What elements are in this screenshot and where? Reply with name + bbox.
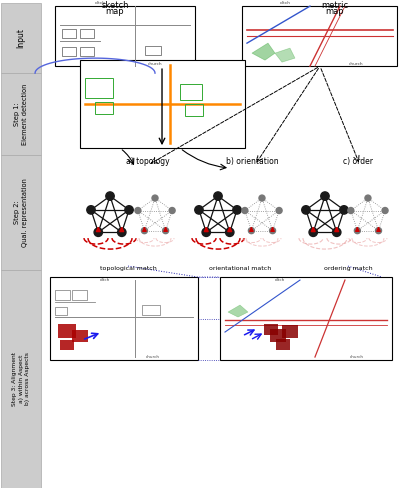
Circle shape [302, 206, 310, 214]
Text: ditch: ditch [275, 278, 285, 282]
Circle shape [141, 227, 148, 234]
Bar [85, 78, 113, 98]
Bar [62, 29, 76, 38]
Circle shape [163, 227, 169, 234]
Bar [55, 290, 70, 300]
Polygon shape [275, 48, 295, 62]
Bar [1, 73, 41, 155]
Bar [270, 329, 286, 342]
Text: topological match: topological match [99, 266, 157, 271]
Bar [1, 155, 41, 270]
Text: ordering match: ordering match [323, 266, 372, 271]
Text: church: church [146, 355, 160, 359]
Circle shape [365, 195, 371, 201]
Bar [1, 3, 41, 73]
Circle shape [135, 207, 141, 214]
Circle shape [106, 192, 114, 200]
Text: orientational match: orientational match [209, 266, 271, 271]
Circle shape [202, 228, 210, 237]
Text: church: church [148, 62, 163, 66]
Polygon shape [228, 305, 248, 317]
Circle shape [94, 228, 102, 237]
Bar [95, 102, 113, 114]
Text: Step 1:
Element detection: Step 1: Element detection [14, 83, 28, 145]
Bar [55, 6, 195, 66]
Text: ditch: ditch [100, 278, 110, 282]
Bar [264, 324, 278, 335]
Bar [60, 340, 74, 350]
Text: church: church [349, 62, 364, 66]
Circle shape [242, 207, 248, 214]
Circle shape [152, 195, 158, 201]
Bar [80, 47, 94, 56]
Text: b) orientation: b) orientation [226, 157, 278, 166]
Circle shape [321, 192, 329, 200]
Circle shape [332, 228, 341, 237]
Bar [180, 84, 202, 100]
Circle shape [233, 206, 241, 214]
Bar [80, 29, 94, 38]
Bar [282, 325, 298, 338]
Text: ditch: ditch [95, 1, 106, 5]
Circle shape [125, 206, 133, 214]
Circle shape [354, 227, 360, 234]
Text: Input: Input [16, 28, 25, 48]
Bar [72, 330, 88, 342]
Text: sketch: sketch [101, 1, 129, 10]
Text: a) topology: a) topology [126, 157, 170, 166]
Bar [58, 324, 76, 338]
Circle shape [118, 228, 126, 237]
Text: Step 3: Alignment
a) within Aspect
b) across Aspects: Step 3: Alignment a) within Aspect b) ac… [12, 352, 30, 406]
Circle shape [382, 207, 388, 214]
Text: metric: metric [321, 1, 348, 10]
Circle shape [87, 206, 95, 214]
Text: Step 2:
Qual. representation: Step 2: Qual. representation [14, 178, 28, 247]
Circle shape [270, 227, 275, 234]
Circle shape [214, 192, 222, 200]
Text: c) order: c) order [343, 157, 373, 166]
Polygon shape [252, 43, 275, 60]
Bar [50, 277, 198, 360]
Circle shape [340, 206, 348, 214]
Bar [1, 270, 41, 488]
Bar [62, 47, 76, 56]
Text: map: map [325, 7, 344, 16]
Circle shape [376, 227, 381, 234]
Circle shape [348, 207, 354, 214]
Circle shape [195, 206, 203, 214]
Text: ditch: ditch [279, 1, 291, 5]
Circle shape [169, 207, 175, 214]
Bar [72, 290, 87, 300]
Circle shape [226, 228, 234, 237]
Bar [145, 46, 161, 55]
Text: map: map [106, 7, 125, 16]
Bar [242, 6, 397, 66]
Bar [276, 339, 290, 350]
Bar [220, 277, 392, 360]
Bar [80, 60, 245, 148]
Circle shape [276, 207, 282, 214]
Circle shape [309, 228, 317, 237]
Bar [55, 307, 67, 315]
Circle shape [259, 195, 265, 201]
Bar [142, 305, 160, 315]
Text: church: church [350, 355, 364, 359]
Circle shape [248, 227, 254, 234]
Bar [185, 104, 203, 116]
